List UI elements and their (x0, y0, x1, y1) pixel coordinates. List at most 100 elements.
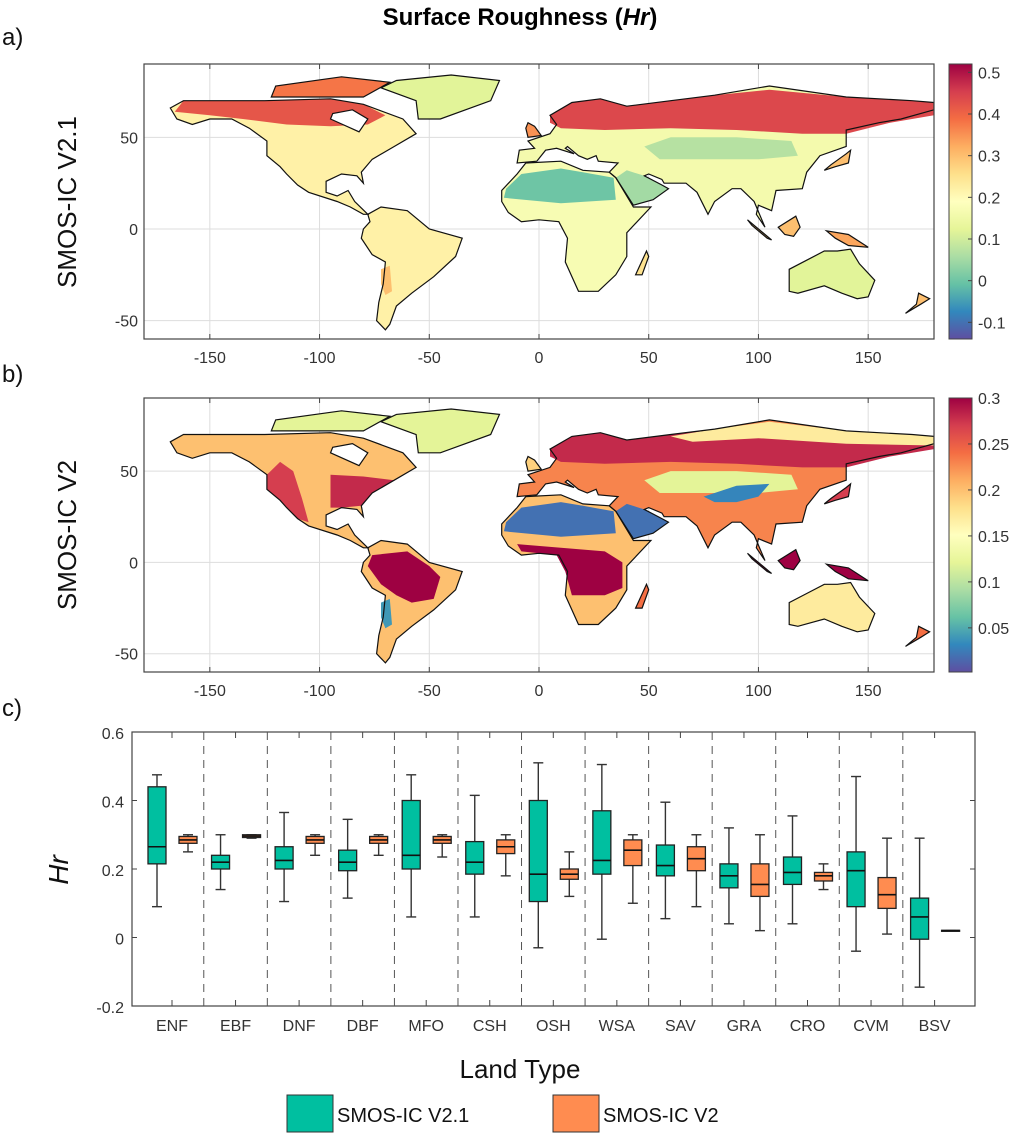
iqr-box (846, 851, 866, 908)
iqr-box (401, 799, 421, 870)
x-tick-label-dnf: DNF (283, 1018, 316, 1035)
y-tick-label: 0.6 (102, 726, 124, 743)
box-ebf-v2 (241, 834, 262, 839)
region-uk (525, 122, 542, 138)
iqr-box (623, 839, 643, 867)
map-b-ylabel: SMOS-IC V2 (52, 460, 82, 610)
x-tick-label-osh: OSH (536, 1018, 571, 1035)
iqr-box (877, 876, 897, 910)
coastline-uk (525, 455, 543, 472)
hudson-bay (329, 443, 369, 467)
panel-c-label: c) (2, 695, 22, 722)
map-frame (143, 63, 935, 340)
x-tick-label-wsa: WSA (599, 1018, 636, 1035)
box-cro-v21 (782, 815, 803, 925)
y-tick-label: -50 (115, 647, 138, 664)
region-new-guinea (826, 564, 869, 581)
iqr-box (274, 846, 294, 870)
x-tick-label: 100 (745, 350, 772, 367)
colorbar (948, 63, 973, 340)
region-borneo (778, 216, 801, 237)
region-na-west (266, 461, 309, 523)
legend-swatch-v2 (552, 1094, 600, 1133)
coastline-greenland (379, 408, 501, 454)
colorbar-tick-label: 0.2 (978, 483, 1000, 500)
colorbar-tick-label: 0 (978, 274, 987, 291)
colorbar (948, 397, 973, 673)
x-tick-label: -150 (194, 683, 226, 700)
box-osh-v21 (528, 762, 548, 949)
y-tick-label: 0.4 (102, 795, 124, 812)
colorbar-tick-label: 0.3 (978, 391, 1000, 408)
map-b: -150 -100 -50 0 50 100 150 50 0 -50 0.3 0.25 0.2 0.15… (115, 391, 1009, 700)
region-arabia (615, 170, 669, 206)
box-sav-v21 (655, 801, 676, 920)
box-dbf-v21 (337, 818, 358, 899)
coastline-new-zealand (905, 625, 931, 647)
x-tick-label: -100 (304, 350, 336, 367)
x-tick-label: 150 (855, 350, 882, 367)
iqr-box (750, 863, 770, 898)
x-tick-label: 50 (640, 350, 658, 367)
coastline-canada-islands (270, 410, 392, 432)
y-tick-label: 50 (120, 130, 138, 147)
x-tick-label-sav: SAV (665, 1018, 696, 1035)
iqr-box (147, 786, 167, 865)
iqr-box (813, 871, 834, 882)
box-bsv-v21 (909, 837, 930, 988)
box-enf-v2 (178, 834, 198, 853)
coastline-japan (823, 148, 852, 171)
x-tick-label-dbf: DBF (347, 1018, 379, 1035)
legend-swatch-v21 (286, 1094, 334, 1133)
land-layer (169, 74, 934, 331)
box-sav-v2 (686, 834, 707, 908)
box-mfo-v2 (432, 834, 452, 858)
panel-a-label: a) (2, 24, 23, 51)
x-tick-label-cvm: CVM (853, 1018, 889, 1035)
coastline-north-america (169, 432, 418, 549)
x-tick-label: -100 (304, 683, 336, 700)
figure-title: Surface Roughness (Hr) (383, 4, 658, 31)
region-amazon (367, 551, 441, 603)
coastline-borneo (777, 215, 801, 237)
x-tick-label-enf: ENF (156, 1018, 188, 1035)
coastline-south-america (360, 206, 463, 331)
box-cvm-v21 (846, 775, 866, 952)
box-csh-v2 (496, 834, 516, 877)
region-canada-islands (271, 410, 390, 431)
coastline-australia (788, 581, 876, 633)
iqr-box (465, 840, 485, 875)
box-dbf-v2 (368, 834, 389, 856)
box-mfo-v21 (401, 774, 421, 918)
coastline-japan (823, 482, 852, 505)
boxplot-ylabel: Hr (43, 854, 74, 885)
y-tick-label: -0.2 (96, 1000, 124, 1017)
coastline-new-zealand (905, 292, 931, 314)
iqr-box (592, 810, 612, 875)
box-cro-v2 (813, 863, 834, 891)
x-tick-label-ebf: EBF (220, 1018, 251, 1035)
colorbar-tick-label: 0.3 (978, 149, 1000, 166)
y-tick-label: 0 (115, 932, 124, 949)
x-tick-label-gra: GRA (727, 1018, 762, 1035)
legend: SMOS-IC V2.1 SMOS-IC V2 (286, 1094, 719, 1133)
region-new-guinea (826, 230, 869, 248)
region-na-east (330, 474, 395, 508)
x-tick-label: -50 (418, 350, 441, 367)
iqr-box (528, 799, 548, 903)
box-dnf-v21 (274, 811, 294, 903)
region-uk (525, 456, 542, 472)
coastline-north-america (169, 98, 418, 215)
region-tibet (703, 483, 770, 503)
coastline-borneo (777, 548, 801, 571)
coastline-eurasia (516, 419, 934, 561)
y-tick-label: -50 (115, 314, 138, 331)
region-borneo (778, 549, 801, 570)
x-tick-label-mfo: MFO (408, 1018, 444, 1035)
coastline-greenland (379, 74, 501, 120)
box-csh-v21 (465, 794, 485, 918)
x-tick-label: -50 (418, 683, 441, 700)
region-siberia-north (670, 421, 934, 446)
region-central-asia (644, 471, 798, 493)
